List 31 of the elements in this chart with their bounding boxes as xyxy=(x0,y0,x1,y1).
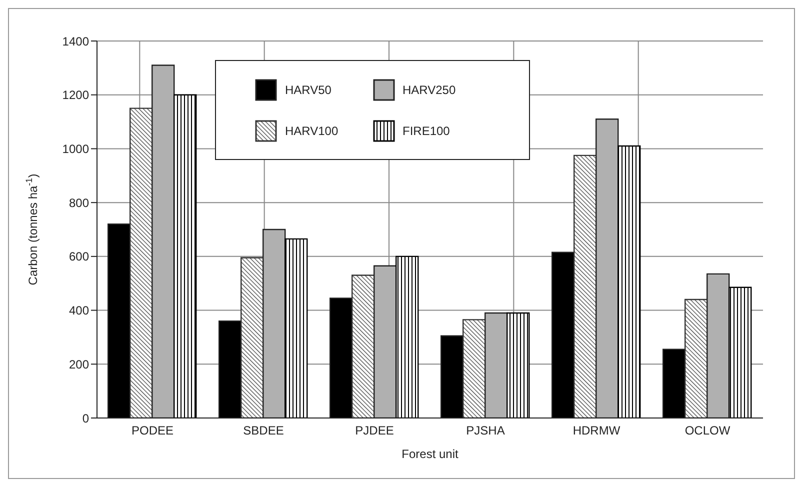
bar xyxy=(174,94,197,418)
y-tick-label: 400 xyxy=(68,304,90,318)
legend-label: HARV250 xyxy=(402,82,456,96)
bar xyxy=(728,286,752,418)
bar xyxy=(352,274,375,418)
x-tick-label: PODEE xyxy=(131,424,174,438)
y-tick-label: 600 xyxy=(68,250,90,264)
y-tick-label: 800 xyxy=(68,196,90,210)
bar xyxy=(684,298,708,418)
y-tick-label: 1400 xyxy=(62,34,90,48)
x-axis-title: Forest unit xyxy=(402,447,460,461)
y-tick-label: 0 xyxy=(82,411,90,426)
bar xyxy=(574,154,597,418)
x-tick-label: SBDEE xyxy=(243,424,284,438)
x-tick-label: PJDEE xyxy=(355,424,394,438)
bar xyxy=(618,145,641,418)
legend-label: HARV50 xyxy=(285,82,332,96)
legend-label: FIRE100 xyxy=(402,124,450,138)
x-tick-label: OCLOW xyxy=(684,424,731,438)
bar xyxy=(284,238,308,418)
x-tick-label: PJSHA xyxy=(466,424,505,438)
bar xyxy=(396,256,419,418)
bar xyxy=(240,257,264,418)
bar xyxy=(462,319,486,418)
legend-label: HARV100 xyxy=(285,124,338,138)
x-tick-label: HDRMW xyxy=(572,424,621,438)
y-tick-label: 1000 xyxy=(62,142,90,156)
y-tick-label: 1200 xyxy=(62,88,90,102)
bar xyxy=(130,108,153,418)
bar xyxy=(506,312,530,418)
y-tick-label: 200 xyxy=(68,357,90,372)
